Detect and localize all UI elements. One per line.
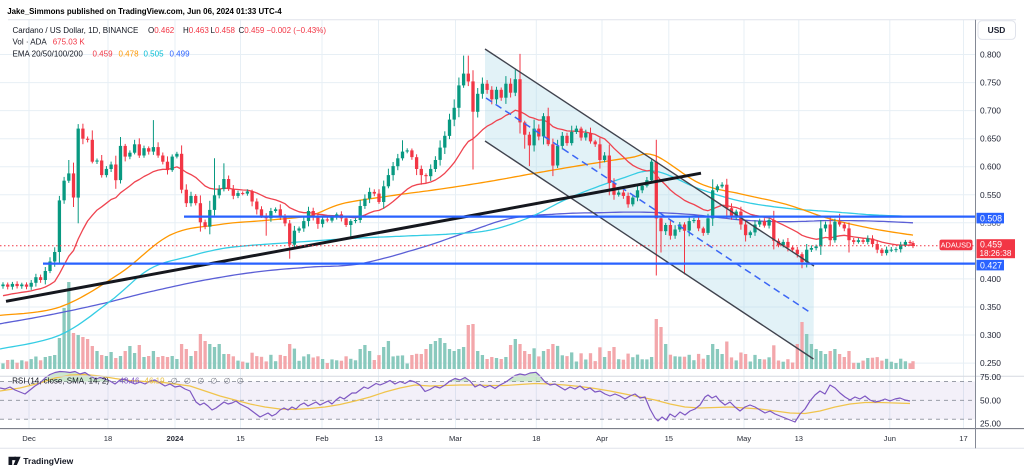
svg-text:2024: 2024 <box>167 434 185 443</box>
svg-text:0.400: 0.400 <box>980 274 1001 284</box>
svg-text:Jake_Simmons published on Trad: Jake_Simmons published on TradingView.co… <box>7 7 282 16</box>
svg-text:Cardano / US Dollar, 1D, BINAN: Cardano / US Dollar, 1D, BINANCE O0.462 H0… <box>13 26 327 35</box>
svg-text:Apr: Apr <box>596 434 608 443</box>
svg-text:0.700: 0.700 <box>980 106 1001 116</box>
svg-text:Dec: Dec <box>22 434 36 443</box>
svg-text:0.600: 0.600 <box>980 162 1001 172</box>
svg-text:USD: USD <box>988 25 1006 35</box>
svg-text:0.459: 0.459 <box>980 240 1002 250</box>
svg-text:0.300: 0.300 <box>980 330 1001 340</box>
svg-text:75.00: 75.00 <box>980 372 1001 382</box>
svg-text:TradingView: TradingView <box>23 456 73 466</box>
svg-text:17: 17 <box>959 434 967 443</box>
svg-text:0.550: 0.550 <box>980 190 1001 200</box>
svg-text:0.350: 0.350 <box>980 302 1001 312</box>
svg-text:15: 15 <box>236 434 244 443</box>
svg-text:0.650: 0.650 <box>980 134 1001 144</box>
svg-text:Feb: Feb <box>315 434 328 443</box>
svg-text:13: 13 <box>795 434 803 443</box>
svg-text:25.00: 25.00 <box>980 419 1001 429</box>
svg-text:0.800: 0.800 <box>980 50 1001 60</box>
svg-text:0.750: 0.750 <box>980 78 1001 88</box>
svg-text:0.508: 0.508 <box>980 213 1002 223</box>
svg-text:Jun: Jun <box>884 434 896 443</box>
svg-text:RSI (14, close, SMA, 14, 2)48.: RSI (14, close, SMA, 14, 2) 48.46 46.19 ∅ ∅ ∅… <box>12 377 244 386</box>
svg-text:15: 15 <box>665 434 673 443</box>
svg-text:18: 18 <box>104 434 112 443</box>
svg-text:ADAUSD: ADAUSD <box>941 240 972 249</box>
svg-text:18: 18 <box>532 434 540 443</box>
svg-text:13: 13 <box>374 434 382 443</box>
svg-text:0.427: 0.427 <box>980 260 1002 270</box>
svg-text:50.00: 50.00 <box>980 395 1001 405</box>
svg-text:Mar: Mar <box>449 434 463 443</box>
svg-text:May: May <box>737 434 752 443</box>
svg-text:18:26:38: 18:26:38 <box>980 249 1012 258</box>
svg-text:0.250: 0.250 <box>980 358 1001 368</box>
